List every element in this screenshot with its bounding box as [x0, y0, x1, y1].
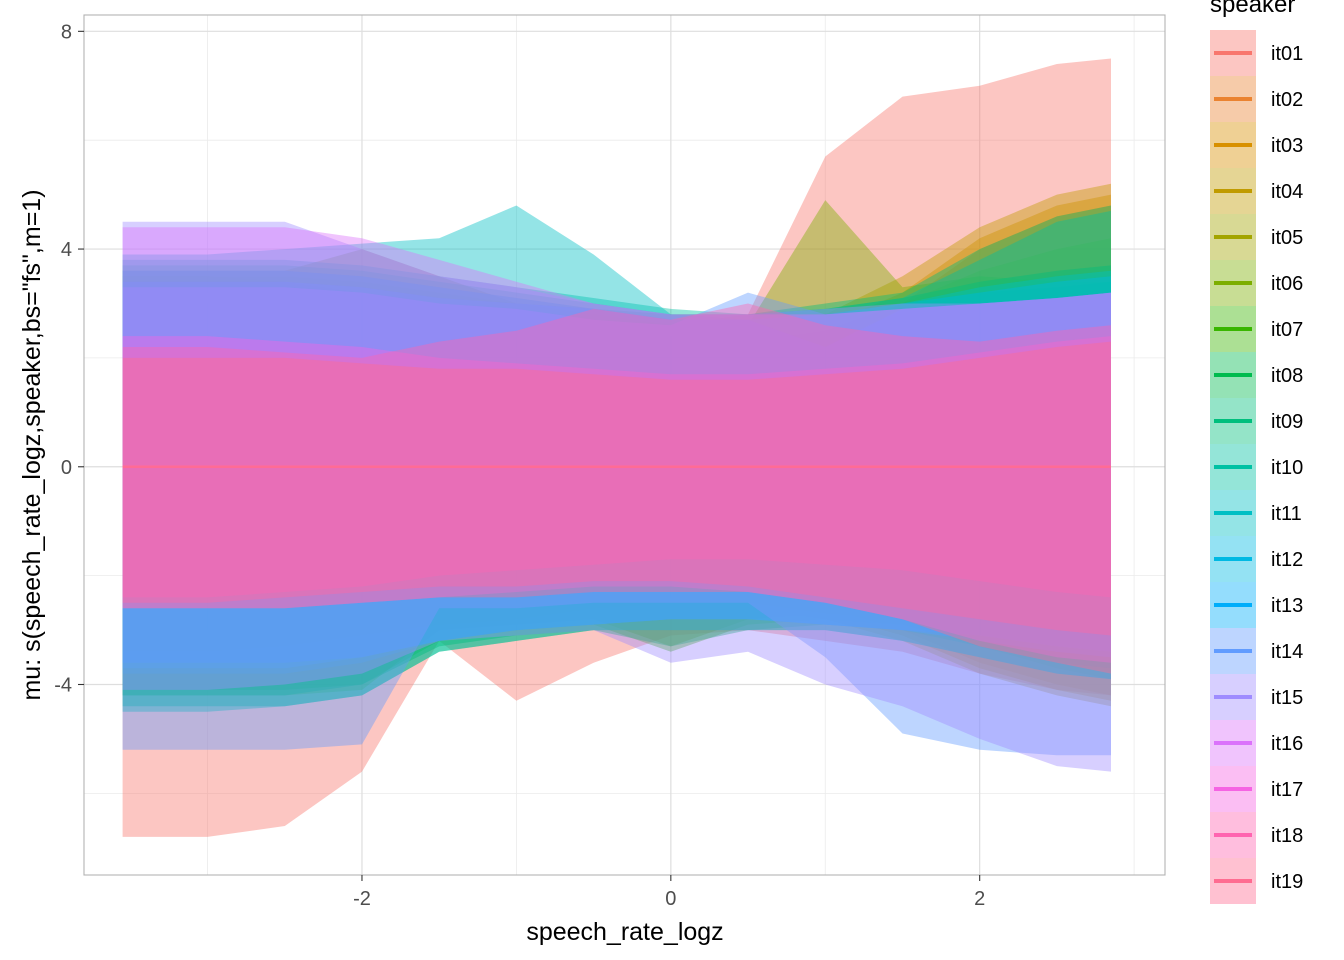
legend-label: it07: [1271, 319, 1303, 341]
legend-item-it01: it01: [1210, 30, 1303, 76]
y-tick-label: 0: [61, 457, 72, 479]
legend-item-it12: it12: [1210, 536, 1303, 582]
legend-label: it09: [1271, 411, 1303, 433]
legend-label: it11: [1271, 503, 1302, 525]
band-it13: [122, 281, 1112, 663]
legend-label: it06: [1271, 273, 1303, 295]
legend-label: it05: [1271, 227, 1303, 249]
band-it10: [122, 210, 1112, 712]
panel-border: [83, 14, 1166, 876]
band-it09: [122, 205, 1112, 707]
x-axis-label: speech_rate_logz: [526, 918, 723, 946]
legend-label: it10: [1271, 457, 1303, 479]
legend-label: it02: [1271, 89, 1303, 111]
legend-item-it09: it09: [1210, 398, 1303, 444]
band-it04: [122, 183, 1112, 707]
band-it15: [122, 221, 1112, 772]
legend-item-it18: it18: [1210, 812, 1303, 858]
confidence-bands: [122, 58, 1112, 837]
band-it14: [122, 287, 1112, 756]
band-it06: [122, 200, 1112, 696]
legend-item-it16: it16: [1210, 720, 1303, 766]
legend-item-it04: it04: [1210, 168, 1303, 214]
grid-lines: [84, 15, 1165, 875]
legend-label: it08: [1271, 365, 1303, 387]
y-tick-label: -4: [54, 674, 72, 696]
y-axis-label: mu: s(speech_rate_logz,speaker,bs="fs",m…: [18, 189, 46, 700]
axis-ticks: -2 0 2 -4 0 4 8: [54, 21, 985, 910]
legend-label: it13: [1271, 595, 1303, 617]
band-it12: [122, 270, 1112, 669]
legend-item-it07: it07: [1210, 306, 1303, 352]
legend-item-it19: it19: [1210, 858, 1303, 904]
legend-item-it10: it10: [1210, 444, 1303, 490]
band-it07: [122, 276, 1112, 690]
legend-item-it13: it13: [1210, 582, 1303, 628]
legend-title: speaker: [1210, 0, 1295, 18]
legend-item-it08: it08: [1210, 352, 1303, 398]
band-it03: [122, 194, 1112, 701]
legend-item-it15: it15: [1210, 674, 1303, 720]
x-tick-label: 2: [974, 888, 985, 910]
legend-label: it12: [1271, 549, 1303, 571]
legend-label: it19: [1271, 871, 1303, 893]
legend-label: it04: [1271, 181, 1303, 203]
band-it01: [122, 58, 1112, 837]
x-tick-label: 0: [665, 888, 676, 910]
band-it02: [122, 205, 1112, 696]
band-it08: [122, 265, 1112, 696]
legend-label: it17: [1271, 779, 1303, 801]
legend-item-it02: it02: [1210, 76, 1303, 122]
band-it16: [122, 227, 1112, 663]
band-it19: [122, 341, 1112, 674]
legend-item-it14: it14: [1210, 628, 1303, 674]
legend-label: it16: [1271, 733, 1303, 755]
legend-label: it15: [1271, 687, 1303, 709]
legend-item-it17: it17: [1210, 766, 1303, 812]
legend-item-it03: it03: [1210, 122, 1303, 168]
legend-items: it01 it02 it03 it04 it05 it06 it07 it08 it09 it10…: [1210, 30, 1303, 904]
band-it05: [122, 238, 1112, 680]
y-tick-label: 4: [61, 239, 72, 261]
legend: speaker it01 it02 it03 it04 it05 it06 it07 it08…: [1210, 0, 1303, 904]
legend-label: it03: [1271, 135, 1303, 157]
legend-label: it01: [1271, 43, 1303, 65]
legend-item-it05: it05: [1210, 214, 1303, 260]
legend-label: it14: [1271, 641, 1303, 663]
legend-item-it11: it11: [1210, 490, 1302, 536]
y-tick-label: 8: [61, 21, 72, 43]
band-it18: [122, 303, 1112, 636]
legend-label: it18: [1271, 825, 1303, 847]
x-tick-label: -2: [353, 888, 371, 910]
band-it11: [122, 205, 1112, 674]
legend-item-it06: it06: [1210, 260, 1303, 306]
